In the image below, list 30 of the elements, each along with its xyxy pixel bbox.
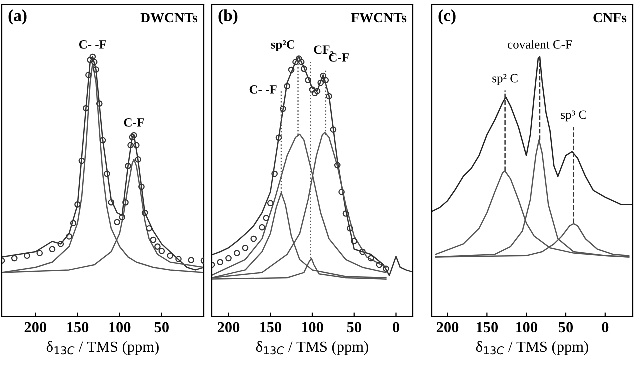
x-tick-label: 50: [347, 322, 362, 333]
annotation: sp³ C: [561, 110, 586, 122]
x-tick-label: 100: [110, 322, 131, 333]
chart-subtitle: CNFs: [594, 13, 627, 23]
x-tick-label: 50: [154, 322, 169, 333]
annotation: sp²C: [271, 40, 295, 52]
x-tick-label: 150: [476, 322, 498, 333]
x-tick-label: 150: [68, 322, 89, 333]
x-tick-label: 100: [516, 322, 538, 333]
annotation: sp² C: [492, 74, 518, 86]
x-tick-label: 200: [436, 322, 459, 333]
annotation: covalent C-F: [508, 40, 572, 49]
x-axis-title: δ$_{13C}$ / TMS (ppm): [46, 341, 159, 356]
chart-title: (a): [8, 10, 27, 25]
x-tick-label: 200: [218, 322, 240, 333]
annotation: C- -F: [79, 40, 106, 49]
x-axis-title: δ$_{13C}$ / TMS (ppm): [256, 341, 368, 356]
annotation: C- -F: [250, 86, 277, 94]
chart-subtitle: FWCNTs: [351, 13, 407, 23]
x-axis-title: δ$_{13C}$ / TMS (ppm): [476, 341, 588, 356]
chart-subtitle: DWCNTs: [140, 13, 198, 23]
annotation: C-F: [124, 118, 144, 127]
x-tick-label: 200: [24, 322, 47, 333]
x-tick-label: 100: [302, 322, 324, 333]
chart-title: (c): [438, 10, 456, 25]
x-tick-label: 0: [393, 322, 400, 333]
x-tick-label: 150: [260, 322, 282, 333]
x-tick-label: 0: [602, 322, 609, 333]
x-tick-label: 50: [558, 322, 574, 333]
chart-title: (b): [218, 10, 238, 25]
